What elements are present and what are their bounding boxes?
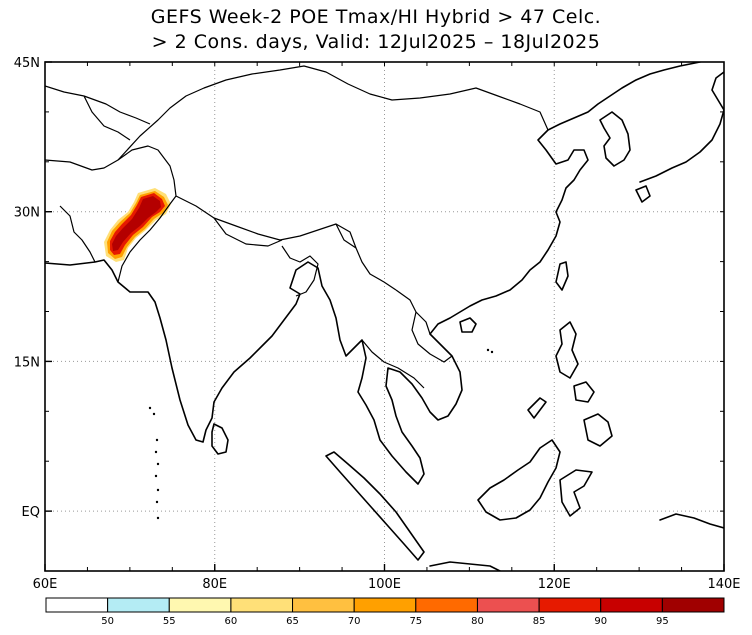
border-myanmar-china [335,223,397,291]
lon-tick-label: 100E [368,577,401,592]
heat-probability-area [104,188,171,262]
colorbar-swatch [168,597,232,613]
colorbar-swatch [230,597,294,613]
coastline-sumatra [325,451,425,561]
map-axes: 60E 80E 100E 120E 140E 45N 30N 15N EQ [14,56,741,592]
colorbar-swatch [45,597,109,613]
coastline-sulawesi [559,469,593,517]
coastline-south-asia [45,62,701,485]
coastline-borneo [477,439,561,521]
colorbar-label: 80 [471,616,484,627]
coastline-taiwan [555,261,569,291]
colorbar-label: 60 [225,616,238,627]
lat-tick-label: 15N [14,355,40,370]
colorbar-swatch [292,597,355,613]
coastline-hainan [459,317,477,333]
coastline-mindanao [583,413,613,447]
colorbar-label: 90 [594,616,607,627]
lat-tick-label: 30N [14,206,40,221]
coastlines [45,62,724,571]
border-iran-pakistan [59,205,96,263]
prob-contour-95 [112,196,161,251]
coastline-palawan [527,397,547,419]
country-borders [45,65,549,389]
map-title-line-2: > 2 Cons. days, Valid: 12Jul2025 – 18Jul… [151,31,601,53]
island-dots [148,348,494,520]
lon-tick-label: 120E [538,577,571,592]
colorbar-swatch [538,597,602,613]
border-india-pakistan [117,203,171,283]
lon-tick-label: 60E [33,577,58,592]
border-afghanistan-pakistan [45,145,177,205]
border-central-asia [45,85,151,141]
lon-tick-label: 80E [202,577,227,592]
colorbar-label: 95 [656,616,669,627]
map-title-line-1: GEFS Week-2 POE Tmax/HI Hybrid > 47 Celc… [150,6,602,28]
coastline-kyushu [635,185,651,203]
colorbar-label: 50 [101,616,114,627]
border-himalaya [175,195,357,249]
border-indochina [361,289,453,389]
colorbar: 50 55 60 65 70 75 80 85 90 95 [45,597,725,627]
colorbar-label: 75 [409,616,422,627]
lon-tick-label: 140E [707,577,740,592]
colorbar-swatch [476,597,540,613]
colorbar-swatch [415,597,478,613]
colorbar-label: 85 [533,616,546,627]
colorbar-label: 55 [163,616,176,627]
coastline-visayas [573,381,595,403]
border-nepal [213,217,283,247]
lat-tick-label: 45N [14,56,40,71]
border-china-north [117,65,549,161]
coastline-luzon [555,321,579,379]
colorbar-swatch [661,597,725,613]
coastline-korea [599,111,631,167]
lat-tick-label: EQ [22,505,40,520]
coastline-new-guinea [659,513,724,529]
colorbar-swatch [600,597,663,613]
colorbar-swatch [107,597,170,613]
coastline-java [429,561,501,571]
colorbar-label: 70 [348,616,361,627]
colorbar-label: 65 [286,616,299,627]
gridlines [45,62,724,571]
coastline-japan [639,71,724,183]
coastline-sri-lanka [211,423,229,455]
colorbar-swatch [353,597,417,613]
border-bangladesh [281,245,319,297]
